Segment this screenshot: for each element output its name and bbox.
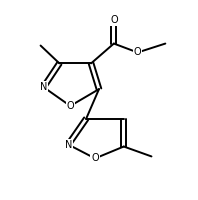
Text: O: O (134, 47, 141, 57)
Text: O: O (91, 153, 99, 163)
Text: N: N (65, 140, 72, 150)
Text: O: O (110, 15, 118, 25)
Text: O: O (67, 101, 74, 111)
Text: N: N (40, 82, 47, 92)
